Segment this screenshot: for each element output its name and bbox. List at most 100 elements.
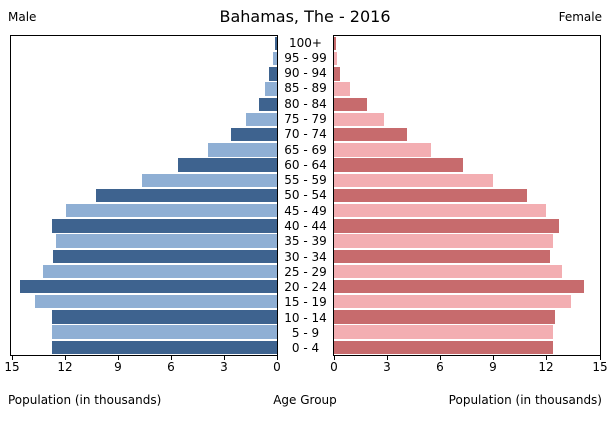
female-bars-panel: [333, 35, 601, 356]
male-bar-65-69: [207, 143, 277, 157]
male-bar-row-25-29: [11, 264, 277, 279]
x-tick-mark: [387, 356, 388, 360]
female-bar-80-84: [334, 97, 367, 112]
age-group-label-15-19: 15 - 19: [284, 295, 327, 310]
x-tick-mark: [65, 356, 66, 360]
x-axis-label-right: Population (in thousands): [448, 393, 602, 407]
x-tick-mark: [493, 356, 494, 360]
female-bar-60-64: [334, 158, 464, 172]
female-bar-row-85-89: [334, 82, 600, 97]
male-bar-90-94: [269, 67, 277, 81]
age-group-label-50-54: 50 - 54: [284, 188, 327, 203]
female-bar-50-54: [334, 188, 527, 203]
age-group-label-10-14: 10 - 14: [284, 310, 327, 325]
male-bar-row-15-19: [11, 294, 277, 309]
age-group-label-40-44: 40 - 44: [284, 219, 327, 234]
x-tick-mark: [224, 356, 225, 360]
x-axis-label-left: Population (in thousands): [8, 393, 162, 407]
age-group-label-95-99: 95 - 99: [284, 50, 327, 65]
male-bar-45-49: [66, 203, 277, 218]
female-bar-70-74: [334, 128, 407, 142]
male-bar-0-4: [52, 340, 277, 355]
male-bar-30-34: [53, 249, 277, 263]
x-tick-label-9: 9: [489, 360, 497, 374]
x-tick-label-0: 0: [273, 360, 281, 374]
age-group-label-75-79: 75 - 79: [284, 112, 327, 127]
female-bar-35-39: [334, 234, 554, 248]
male-bar-row-0-4: [11, 340, 277, 355]
female-bar-row-65-69: [334, 142, 600, 157]
male-bar-row-65-69: [11, 142, 277, 157]
x-tick-mark: [546, 356, 547, 360]
female-bar-row-20-24: [334, 279, 600, 294]
age-group-label-85-89: 85 - 89: [284, 81, 327, 96]
female-bar-row-90-94: [334, 66, 600, 81]
female-bar-row-5-9: [334, 325, 600, 340]
x-tick-label-3: 3: [383, 360, 391, 374]
female-bar-row-50-54: [334, 188, 600, 203]
female-bar-row-60-64: [334, 158, 600, 173]
x-tick-label-12: 12: [57, 360, 73, 374]
age-group-label-70-74: 70 - 74: [284, 127, 327, 142]
female-bar-85-89: [334, 82, 350, 96]
male-bar-15-19: [34, 295, 277, 309]
male-bar-row-85-89: [11, 82, 277, 97]
male-bar-50-54: [96, 188, 277, 203]
female-bar-row-30-34: [334, 249, 600, 264]
male-bar-100plus: [275, 36, 277, 51]
x-tick-mark: [440, 356, 441, 360]
male-bar-row-70-74: [11, 127, 277, 142]
age-group-label-65-69: 65 - 69: [284, 142, 327, 157]
male-bar-row-95-99: [11, 51, 277, 66]
male-bar-80-84: [259, 97, 277, 112]
female-bar-20-24: [334, 279, 584, 294]
age-group-label-100plus: 100+: [289, 35, 322, 50]
female-bar-75-79: [334, 112, 385, 127]
male-bar-95-99: [273, 52, 277, 66]
male-bar-row-80-84: [11, 97, 277, 112]
age-group-label-45-49: 45 - 49: [284, 203, 327, 218]
female-bar-row-80-84: [334, 97, 600, 112]
x-tick-label-3: 3: [220, 360, 228, 374]
male-bar-row-40-44: [11, 218, 277, 233]
female-bar-65-69: [334, 143, 432, 157]
x-tick-label-9: 9: [114, 360, 122, 374]
female-bar-25-29: [334, 264, 563, 279]
age-group-label-5-9: 5 - 9: [291, 325, 320, 340]
female-bar-row-15-19: [334, 294, 600, 309]
female-bar-10-14: [334, 310, 556, 324]
x-tick-mark: [277, 356, 278, 360]
x-tick-mark: [12, 356, 13, 360]
female-bar-100plus: [334, 36, 336, 51]
x-tick-label-6: 6: [436, 360, 444, 374]
age-group-label-90-94: 90 - 94: [284, 66, 327, 81]
male-bar-5-9: [52, 325, 277, 339]
female-bar-95-99: [334, 52, 337, 66]
male-bar-85-89: [264, 82, 277, 96]
x-tick-mark: [334, 356, 335, 360]
male-bar-70-74: [230, 128, 277, 142]
age-group-label-25-29: 25 - 29: [284, 264, 327, 279]
x-tick-label-15: 15: [4, 360, 20, 374]
x-tick-mark: [118, 356, 119, 360]
female-bar-row-40-44: [334, 218, 600, 233]
male-bar-35-39: [55, 234, 277, 248]
female-bar-40-44: [334, 219, 559, 233]
male-bar-row-100plus: [11, 36, 277, 51]
male-bar-40-44: [52, 219, 277, 233]
x-tick-label-15: 15: [592, 360, 608, 374]
female-bar-30-34: [334, 249, 550, 263]
male-bar-row-5-9: [11, 325, 277, 340]
female-bar-15-19: [334, 295, 572, 309]
male-bars-panel: [10, 35, 278, 356]
age-group-label-35-39: 35 - 39: [284, 234, 327, 249]
female-bar-row-70-74: [334, 127, 600, 142]
age-group-label-55-59: 55 - 59: [284, 173, 327, 188]
male-bar-row-50-54: [11, 188, 277, 203]
male-bar-row-35-39: [11, 233, 277, 248]
male-bar-60-64: [177, 158, 277, 172]
male-bar-75-79: [246, 112, 277, 127]
female-bar-row-25-29: [334, 264, 600, 279]
female-bar-0-4: [334, 340, 554, 355]
